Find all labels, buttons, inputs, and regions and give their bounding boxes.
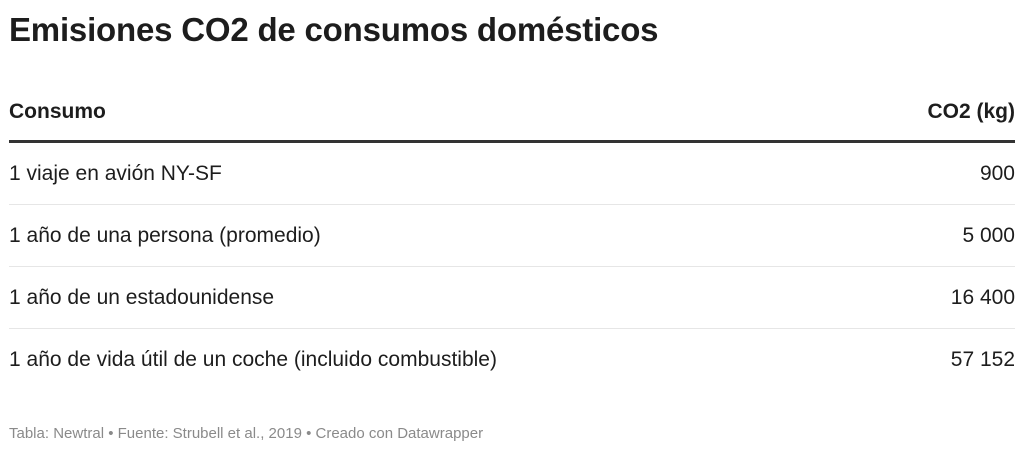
row-value: 57 152 — [950, 347, 1015, 371]
row-value: 5 000 — [769, 204, 1015, 267]
table-row: 1 viaje en avión NY-SF 900 — [9, 141, 1015, 205]
row-label: 1 año de vida útil de un coche (incluido… — [9, 347, 497, 371]
column-header-co2[interactable]: CO2 (kg) — [769, 98, 1015, 143]
table-header: Consumo CO2 (kg) — [9, 98, 1015, 143]
row-label: 1 año de una persona (promedio) — [9, 204, 769, 267]
header-row: Consumo CO2 (kg) — [9, 98, 1015, 143]
row-label: 1 viaje en avión NY-SF — [9, 141, 769, 205]
table-body: 1 viaje en avión NY-SF 900 1 año de una … — [9, 141, 1015, 391]
table-row: 1 año de una persona (promedio) 5 000 — [9, 204, 1015, 267]
data-table: Consumo CO2 (kg) 1 viaje en avión NY-SF … — [9, 98, 1015, 390]
row-label: 1 año de un estadounidense — [9, 266, 769, 329]
row-value: 16 400 — [769, 266, 1015, 329]
row-value: 900 — [769, 141, 1015, 205]
column-header-consumo[interactable]: Consumo — [9, 98, 769, 143]
table-chart: Emisiones CO2 de consumos domésticos Con… — [9, 0, 1015, 390]
table-row: 1 año de un estadounidense 16 400 — [9, 266, 1015, 329]
source-footer: Tabla: Newtral • Fuente: Strubell et al.… — [9, 425, 484, 442]
chart-title: Emisiones CO2 de consumos domésticos — [9, 11, 659, 48]
table-row: 1 año de vida útil de un coche (incluido… — [9, 329, 1015, 391]
